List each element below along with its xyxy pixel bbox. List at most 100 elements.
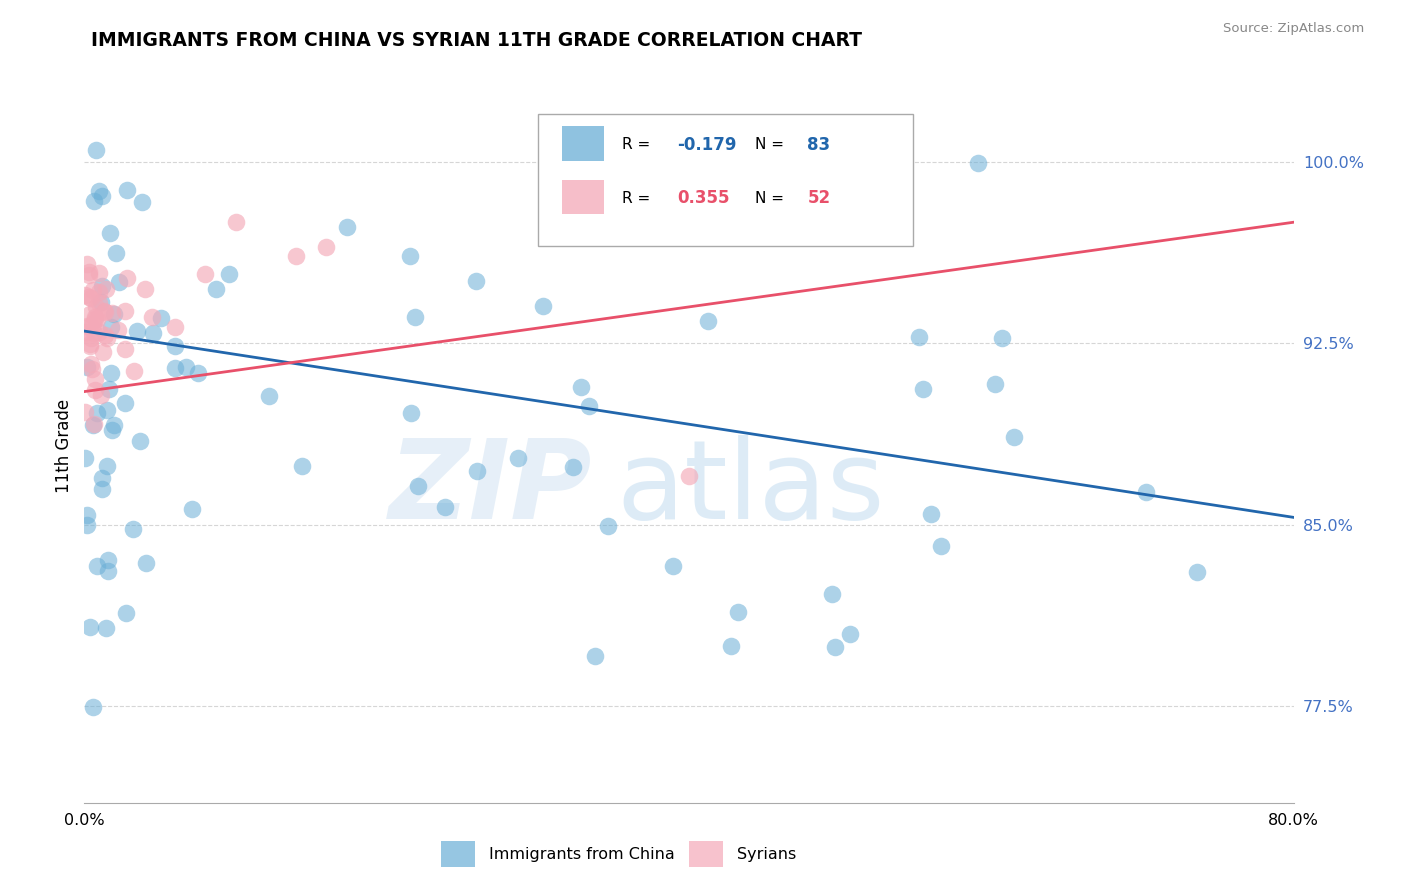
Point [93,304,115,318]
Point [257,389,280,403]
Point [79,357,101,371]
Point [128,434,150,448]
Point [93,305,115,319]
Point [98,227,121,241]
Point [75,325,97,339]
Point [508,451,530,466]
Point [117,183,139,197]
Point [966,156,988,170]
Point [79,307,101,321]
Point [79,619,101,633]
Point [77,290,100,304]
Text: -0.179: -0.179 [676,136,737,153]
Point [135,556,157,570]
Point [82,700,104,714]
Point [103,418,125,433]
Point [97,382,120,396]
Point [86,406,108,420]
Point [83,310,105,324]
Point [96,403,118,417]
Point [569,380,592,394]
Point [561,459,583,474]
Point [83,312,105,326]
Text: ZIP: ZIP [388,435,592,542]
Point [75,450,97,465]
Text: IMMIGRANTS FROM CHINA VS SYRIAN 11TH GRADE CORRELATION CHART: IMMIGRANTS FROM CHINA VS SYRIAN 11TH GRA… [91,31,862,50]
Text: Syrians: Syrians [737,847,797,862]
Point [115,271,138,285]
Point [76,318,98,333]
Point [76,517,98,532]
Point [821,587,844,601]
Point [79,338,101,352]
Point [285,249,308,263]
Point [920,508,942,522]
Point [90,388,112,402]
Bar [441,841,475,867]
Point [84,383,107,397]
Point [578,399,600,413]
Point [406,479,429,493]
Point [97,565,120,579]
Point [291,458,314,473]
Point [218,267,240,281]
Point [163,360,186,375]
Bar [562,180,605,214]
Point [465,274,488,288]
Point [76,359,98,374]
Bar [689,841,723,867]
Point [678,215,700,229]
Point [91,471,114,485]
Point [83,326,105,340]
Point [149,310,172,325]
Text: 83: 83 [807,136,831,153]
Point [114,395,136,409]
Point [79,337,101,351]
Point [101,423,124,437]
Point [134,282,156,296]
Point [100,366,122,380]
FancyBboxPatch shape [538,114,912,246]
Point [89,296,111,310]
Point [82,283,104,297]
Point [82,362,104,376]
Point [165,319,187,334]
Point [225,215,247,229]
Point [79,291,101,305]
Point [86,311,108,326]
Point [84,143,107,157]
Point [533,299,555,313]
Point [87,267,110,281]
Point [596,519,619,533]
Point [114,304,136,318]
Point [87,184,110,198]
Point [82,318,104,332]
Point [86,559,108,574]
Point [194,267,217,281]
Point [103,307,125,321]
Point [89,285,111,299]
Point [90,189,112,203]
Point [77,268,100,283]
Point [90,295,112,310]
Point [96,458,118,473]
Point [76,508,98,522]
Point [174,359,197,374]
Point [399,406,422,420]
Text: N =: N = [755,137,789,153]
Point [87,326,110,340]
Point [90,482,112,496]
Point [122,522,145,536]
Point [142,326,165,340]
Text: 0.355: 0.355 [676,189,730,207]
Point [662,559,685,574]
Point [984,376,1007,391]
Point [77,265,100,279]
Point [733,192,755,206]
Point [908,330,931,344]
Point [115,606,138,620]
Text: R =: R = [623,137,655,153]
Point [912,382,935,396]
Point [96,621,118,635]
Point [187,366,209,380]
